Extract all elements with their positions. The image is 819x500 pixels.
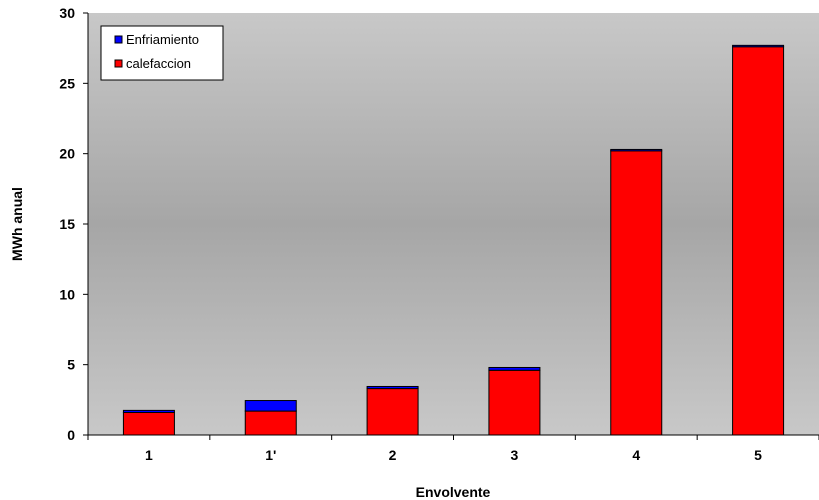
- bar-enfriamiento-1: [244, 400, 297, 412]
- bar-enfriamiento-5: [732, 44, 785, 48]
- legend: Enfriamiento calefaccion: [100, 25, 224, 81]
- x-tick-label: 3: [511, 447, 519, 463]
- bar-calefaccion-2: [366, 388, 419, 436]
- bar-calefaccion-4: [610, 150, 663, 436]
- y-tick-label: 20: [59, 146, 75, 162]
- x-axis-title: Envolvente: [416, 484, 491, 500]
- bar-calefaccion-3: [488, 369, 541, 436]
- legend-label: Enfriamiento: [126, 32, 199, 47]
- bar-calefaccion-1: [244, 410, 297, 436]
- legend-label: calefaccion: [126, 56, 191, 71]
- y-tick-label: 30: [59, 5, 75, 21]
- bar-enfriamiento-4: [610, 148, 663, 152]
- bar-calefaccion-5: [732, 46, 785, 436]
- y-axis-ticks: 0 5 10 15 20 25 30: [59, 5, 88, 443]
- bar-enfriamiento-3: [488, 366, 541, 371]
- x-tick-label: 4: [632, 447, 640, 463]
- x-tick-label: 1: [145, 447, 153, 463]
- y-tick-label: 0: [67, 427, 75, 443]
- y-tick-label: 5: [67, 357, 75, 373]
- x-tick-label: 1': [265, 447, 276, 463]
- y-tick-label: 10: [59, 286, 75, 302]
- bars-group: [122, 44, 785, 436]
- y-axis-title: MWh anual: [9, 187, 25, 261]
- x-tick-label: 5: [754, 447, 762, 463]
- legend-swatch: [114, 59, 123, 68]
- bar-enfriamiento-0: [122, 409, 175, 413]
- bar-enfriamiento-2: [366, 385, 419, 390]
- legend-box: [100, 25, 224, 81]
- x-tick-label: 2: [389, 447, 397, 463]
- plot-area: [88, 13, 819, 435]
- y-tick-label: 25: [59, 75, 75, 91]
- legend-swatch: [114, 35, 123, 44]
- bar-calefaccion-0: [122, 411, 175, 436]
- y-tick-label: 15: [59, 216, 75, 232]
- x-axis-ticks: 1 1' 2 3 4 5: [87, 435, 819, 463]
